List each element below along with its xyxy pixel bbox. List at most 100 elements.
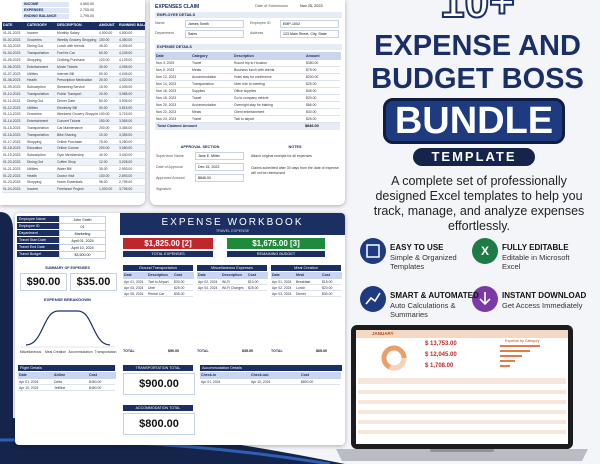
table-cell: $15.00: [321, 279, 341, 285]
table-cell: Groceries: [26, 36, 56, 44]
table-cell: Weekend Grocery Shopping: [56, 111, 98, 119]
table-cell: 3,815.00: [118, 104, 145, 112]
table-cell: Apr 05, 2024: [123, 291, 147, 297]
table-cell: Client entertainment: [233, 109, 305, 116]
table-cell: $25.00: [305, 81, 340, 88]
table-cell: 01-04-2023: [2, 50, 26, 57]
table-cell: Wi-Fi: [221, 279, 247, 285]
info-label: Travel Budget: [17, 251, 59, 257]
breakdown-chart: [21, 310, 115, 348]
table-cell: Subscription: [26, 152, 56, 159]
table-cell: Business lunch with clients: [233, 67, 305, 74]
table-cell: Lunch with friends: [56, 43, 98, 51]
screen-rows: [358, 378, 566, 434]
table-cell: Monthly Salary: [56, 29, 98, 37]
field-label: Address: [250, 31, 264, 35]
table-header: Cost: [321, 272, 342, 279]
table-cell: 3,028.00: [118, 159, 145, 166]
table-title: Accommodation Details: [200, 365, 342, 371]
table-cell: Dinner: [295, 291, 321, 297]
summary-heading: SUMMARY OF EXPENSES: [45, 266, 90, 270]
description: A complete set of professionally designe…: [373, 174, 585, 233]
table-cell: Meals: [191, 109, 233, 116]
field-label: Employee ID: [250, 21, 271, 25]
table-cell: Accommodation: [191, 102, 233, 109]
table-cell: $25.00: [173, 285, 193, 291]
table-cell: Shopping: [26, 138, 56, 146]
table-cell: $800.00: [300, 379, 340, 385]
table-cell: 2,993.00: [118, 165, 145, 173]
table-cell: $10.00: [247, 279, 267, 285]
table-header: Date: [155, 52, 192, 60]
table-cell: $200.00: [305, 74, 340, 81]
table-cell: Nov 24, 2023: [155, 116, 191, 123]
remaining-budget: $1,675.00 [3]: [227, 238, 325, 249]
table-cell: 4,500.00: [98, 29, 118, 37]
table-cell: $30.00: [173, 279, 193, 285]
table-cell: 10.00: [98, 131, 118, 139]
table-title: Flight Details: [18, 365, 115, 371]
table-cell: 01-15-2023: [2, 125, 26, 132]
claim-date: Nov 25, 2023: [300, 4, 323, 8]
table-cell: 3,080.00: [118, 145, 145, 153]
table-cell: Movie Tickets: [56, 63, 98, 71]
screen-balance: $ 1,708.00: [425, 363, 454, 369]
table-cell: Apr 01, 2024: [271, 279, 295, 285]
table-cell: Travel: [191, 116, 233, 123]
badge: 10+: [439, 0, 516, 28]
approval-label: Approved Amount: [156, 176, 185, 180]
table-cell: Clothing Purchase: [56, 57, 98, 64]
table-cell: Shopping: [26, 57, 56, 64]
table-cell: Utilities: [26, 70, 56, 78]
table-header: Check-out: [250, 372, 301, 379]
table-cell: Apr 01, 2024: [200, 379, 250, 385]
table-cell: Prescription Medication: [56, 77, 98, 85]
table-header: DESCRIPTION: [56, 22, 99, 30]
table-cell: 3,715.00: [118, 111, 145, 119]
screen-chart-title: Expense by Category: [505, 339, 540, 343]
summary-value: 4,500.00: [80, 2, 94, 6]
table-cell: Nov 16, 2023: [155, 88, 191, 95]
table-cell: Apr 03, 2024: [123, 285, 147, 291]
workbook-banner: EXPENSE WORKBOOK: [120, 213, 345, 235]
table-cell: 3,355.00: [118, 131, 145, 139]
info-label: Employee ID: [17, 223, 59, 229]
feature-text: Simple & Organized Templates: [390, 253, 457, 271]
icon-glyph: [479, 292, 491, 306]
approval-label: Supervisor Name: [156, 154, 184, 158]
table-cell: 01-14-2023: [2, 118, 26, 125]
laptop-notch: [430, 449, 494, 452]
table-cell: 01-07-2023: [2, 70, 26, 78]
table-cell: 4,095.00: [118, 63, 145, 71]
summary-label: EXPENSES: [22, 8, 69, 13]
table-cell: Transportation: [26, 131, 56, 139]
table-header: Description: [233, 52, 306, 60]
table-cell: 01-12-2023: [2, 104, 26, 112]
table-header: AMOUNT: [98, 22, 119, 30]
table-cell: Transportation: [26, 91, 56, 98]
table-header: Amount: [305, 52, 341, 60]
claim-date-label: Date of Submission: [255, 4, 288, 8]
table-cell: 01-11-2023: [2, 97, 26, 105]
icon-glyph: X: [481, 244, 489, 258]
total-expenses: $1,825.00 [2]: [123, 238, 213, 249]
table-cell: Gym Membership: [56, 152, 98, 159]
table-cell: Income: [26, 29, 56, 37]
breakdown-line: [25, 310, 111, 346]
icon-easy: [360, 238, 386, 264]
table-cell: Delta: [53, 379, 88, 385]
table-cell: 35.00: [98, 165, 118, 173]
table-cell: Fuel for Car: [56, 50, 98, 57]
feature-title: SMART & AUTOMATED: [390, 291, 479, 300]
note: Attach original receipts for all expense…: [251, 154, 312, 158]
table-cell: Lunch: [295, 285, 321, 291]
approval-value: Jane E. Miller: [195, 152, 244, 160]
table-cell: Nov 14, 2023: [155, 81, 191, 88]
table-cell: 50.00: [98, 70, 118, 78]
table-cell: Apr 10, 2024: [18, 385, 53, 391]
small-total: $90.00: [20, 273, 67, 291]
table-header: Cost: [88, 372, 116, 379]
table-total: $90.00: [168, 349, 179, 353]
summary-value: 1,795.00: [80, 14, 94, 18]
